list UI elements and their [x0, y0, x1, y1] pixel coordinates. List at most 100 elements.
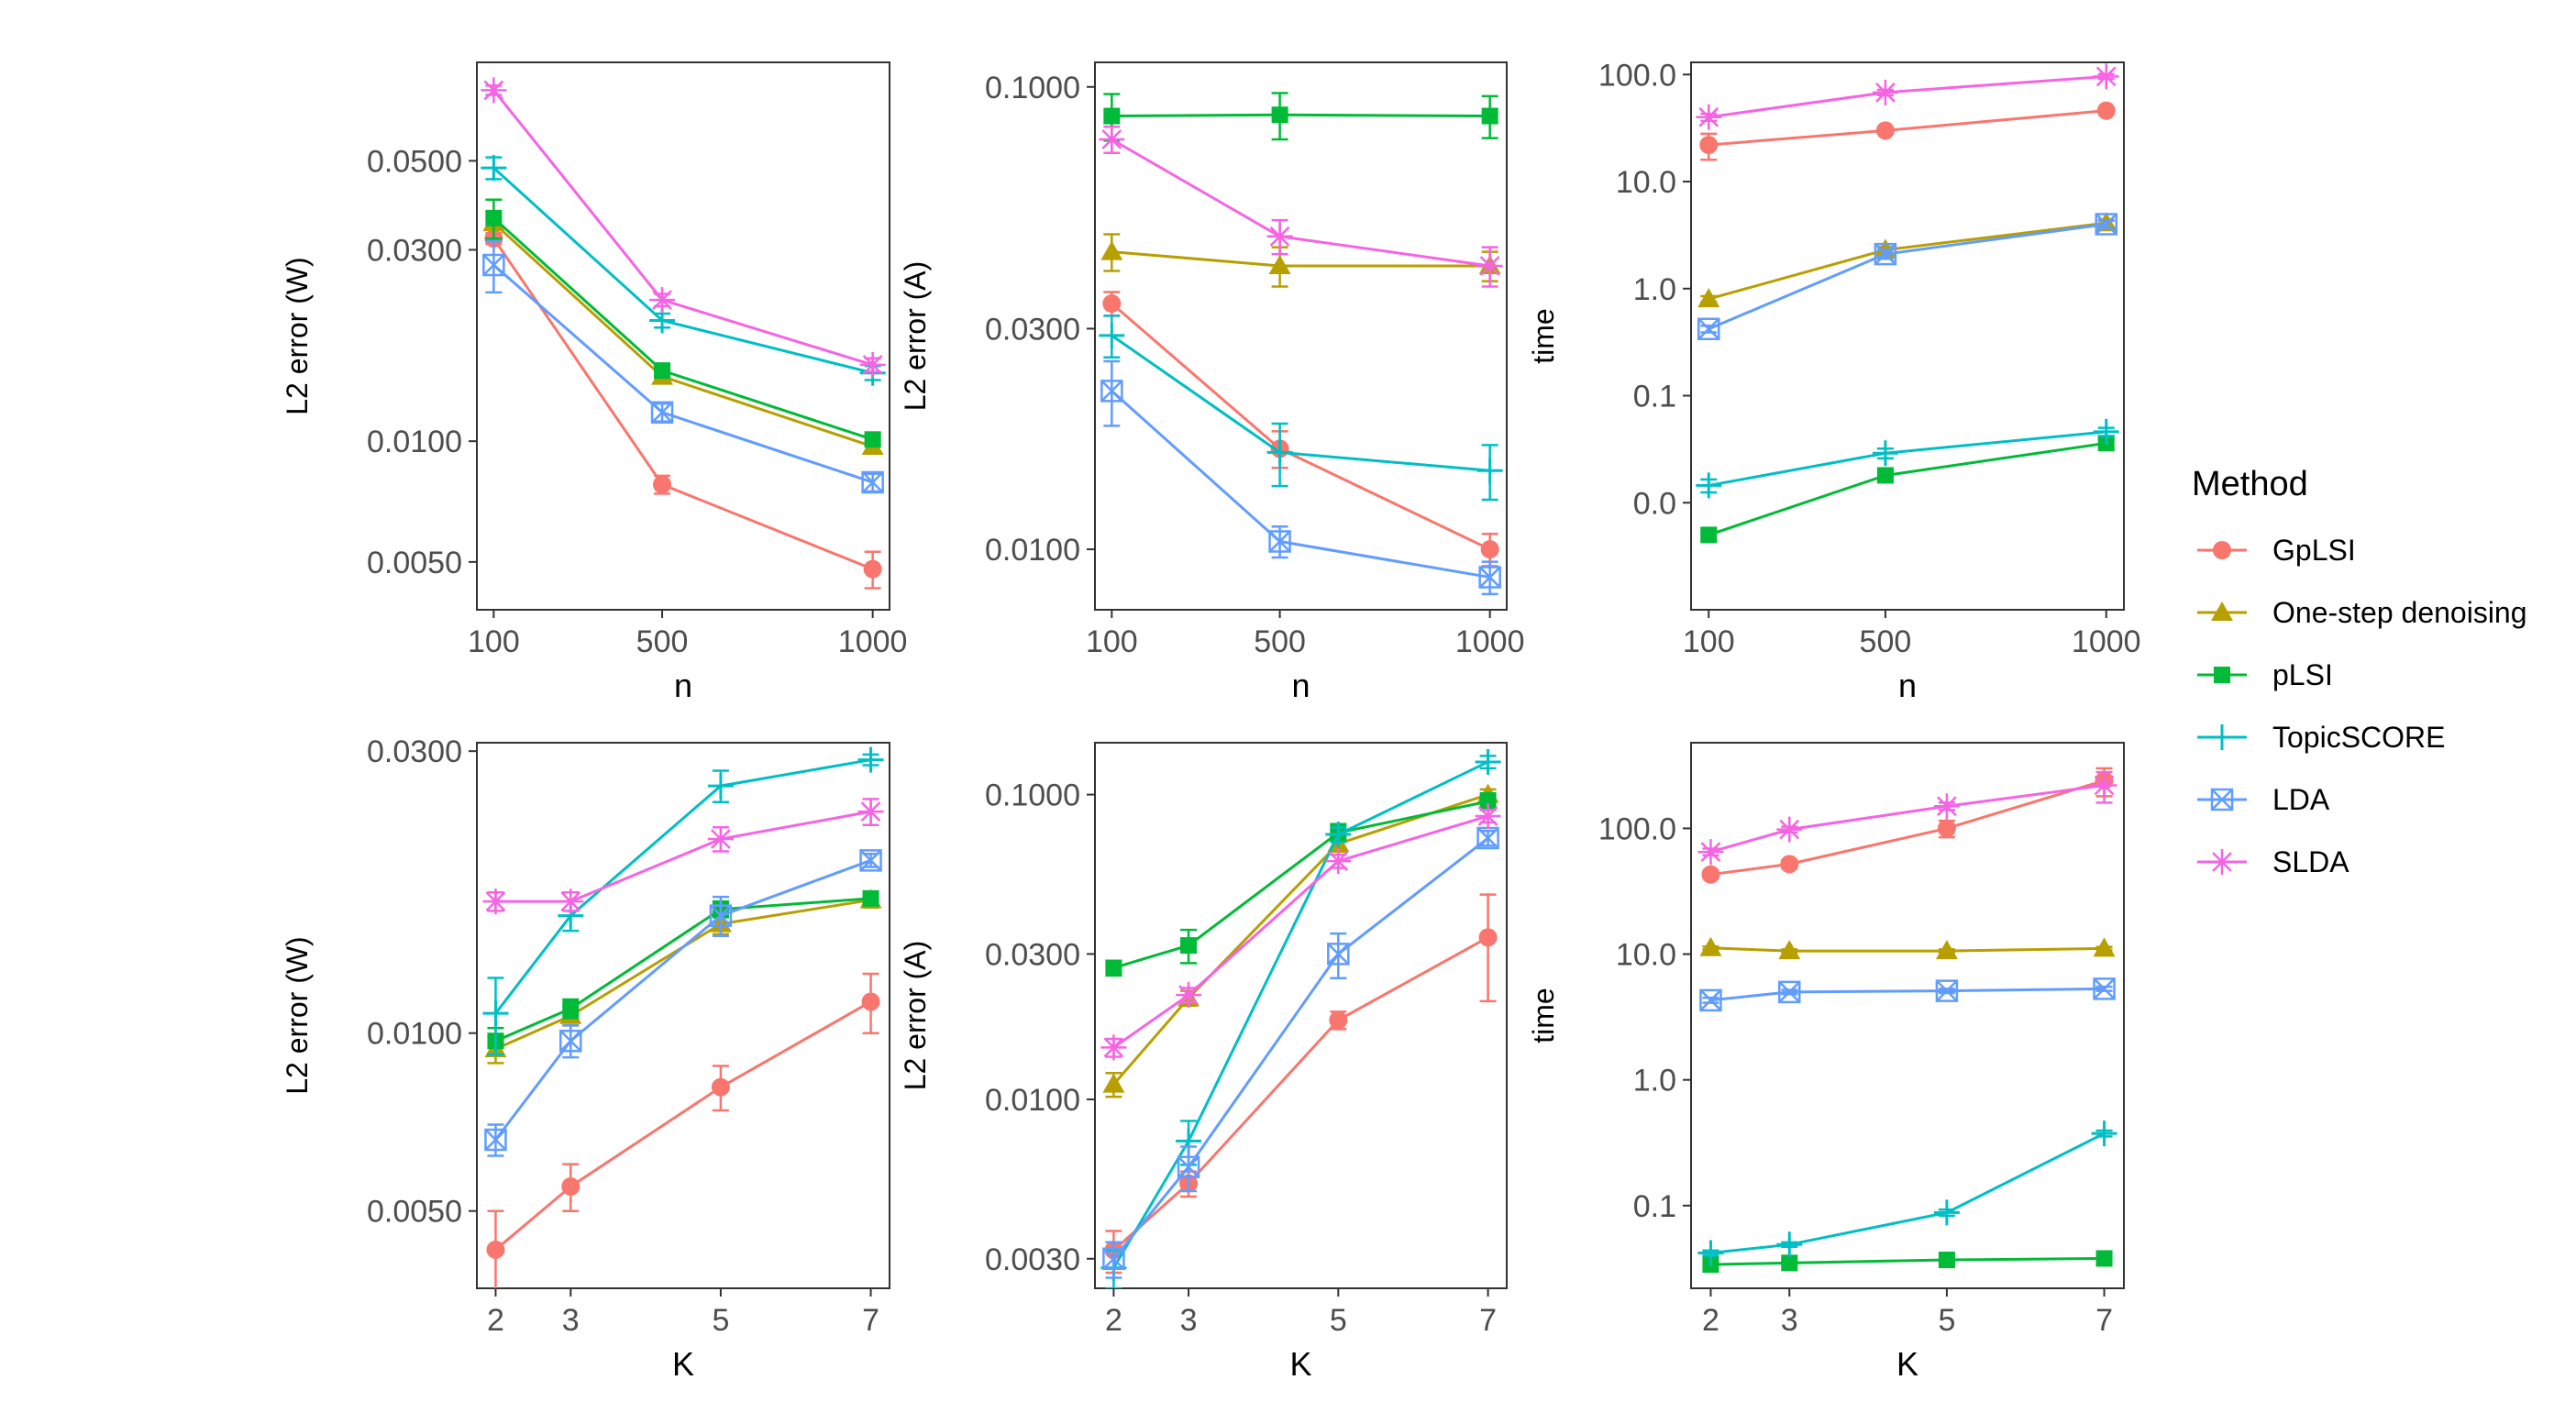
panel-top-left-point-slda — [481, 77, 507, 104]
panel-bottom-center-point-plsi — [1479, 792, 1497, 810]
panel-bottom-left: 0.0050 0.0100 0.0300 2 3 5 7 K L2 error (W) — [281, 734, 890, 1383]
panel-top-left-point-plsi — [654, 362, 671, 380]
panel-top-left-ytick-label: 0.0500 — [367, 144, 462, 179]
legend-item-plsi: pLSI — [2197, 658, 2333, 691]
panel-bottom-center-point-lda — [1102, 1247, 1125, 1271]
legend-item-one-step-denoising: One-step denoising — [2197, 596, 2527, 629]
panel-top-left-ytick-label: 0.0300 — [367, 233, 462, 268]
panel-bottom-right-xtick-label: 7 — [2095, 1303, 2113, 1338]
legend: Method GpLSI One-step denoising pLSI TopicS… — [2192, 465, 2527, 878]
panel-bottom-center-line-topicscore — [1112, 760, 1489, 1269]
panel-bottom-left-line-one-step-denoising — [494, 898, 871, 1051]
panel-bottom-center-xtick-label: 5 — [1330, 1303, 1347, 1338]
panel-bottom-right-point-lda — [1778, 980, 1801, 1004]
panel-bottom-left-plot-area — [482, 746, 884, 1288]
panel-bottom-left-point-gplsi — [861, 992, 880, 1011]
panel-bottom-center-plot-area — [1100, 748, 1501, 1288]
panel-top-left-point-plsi — [485, 209, 503, 226]
panel-bottom-center-ytick-label: 0.0100 — [985, 1083, 1080, 1118]
panel-bottom-left-line-slda — [495, 810, 871, 903]
panel-bottom-left-ylabel: L2 error (W) — [281, 936, 314, 1094]
panel-bottom-right-ytick-label: 10.0 — [1616, 938, 1676, 973]
panel-bottom-center-point-gplsi — [1478, 928, 1498, 947]
panel-top-right-series-slda — [1696, 63, 2119, 130]
panel-bottom-center-point-plsi — [1105, 959, 1122, 977]
panel-bottom-left-point-topicscore — [707, 773, 734, 800]
panel-top-right-xtick-label: 1000 — [2072, 624, 2141, 659]
panel-bottom-left-series-slda — [482, 798, 884, 915]
panel-bottom-right-point-topicscore — [1933, 1199, 1960, 1226]
panel-top-center-point-topicscore — [1099, 322, 1125, 348]
panel-bottom-right-point-one-step-denoising — [1935, 940, 1958, 960]
panel-top-right-xtick-label: 500 — [1860, 624, 1912, 659]
panel-bottom-right-point-gplsi — [1780, 855, 1799, 874]
panel-bottom-left-point-lda — [484, 1128, 507, 1152]
panel-bottom-left-series-lda — [484, 849, 882, 1157]
legend-item-lda: LDA — [2197, 783, 2330, 816]
panel-bottom-right-point-lda — [1699, 988, 1722, 1012]
panel-top-right-point-gplsi — [1699, 136, 1719, 155]
panel-bottom-center-line-slda — [1112, 814, 1489, 1049]
panel-top-right-ylabel: time — [1527, 308, 1560, 363]
panel-bottom-center-ytick-label: 0.0030 — [985, 1242, 1080, 1277]
panel-bottom-center: 0.0030 0.0100 0.0300 0.1000 2 3 5 7 K L2 error (A… — [899, 742, 1508, 1383]
legend-item-gplsi: GpLSI — [2197, 534, 2356, 567]
panel-bottom-center-series-slda — [1100, 803, 1501, 1061]
panel-bottom-right-point-topicscore — [2091, 1120, 2117, 1147]
panel-top-left-point-lda — [650, 401, 674, 424]
panel-bottom-right-xlabel: K — [1896, 1345, 1918, 1383]
panel-top-center-plot-area — [1099, 92, 1503, 596]
panel-top-right-xlabel: n — [1898, 667, 1917, 704]
panel-bottom-right-ytick-label: 1.0 — [1633, 1064, 1676, 1098]
legend-key-circle-icon — [2213, 541, 2231, 559]
panel-bottom-center-line-lda — [1112, 836, 1489, 1260]
panel-top-right-series-topicscore — [1696, 418, 2119, 499]
panel-top-left-series-slda — [481, 77, 886, 378]
panel-top-center-series-slda — [1099, 125, 1503, 288]
panel-top-right-series-plsi — [1700, 435, 2115, 544]
panel-bottom-left-frame — [476, 742, 890, 1289]
panel-top-center-xlabel: n — [1291, 667, 1310, 704]
panel-bottom-left-point-lda — [709, 904, 733, 927]
panel-top-right-series-lda — [1697, 213, 2117, 341]
panel-bottom-right-line-topicscore — [1710, 1131, 2106, 1254]
panel-bottom-center-line-gplsi — [1112, 936, 1489, 1252]
panel-bottom-left-point-topicscore — [857, 746, 884, 773]
panel-top-center-point-lda — [1268, 530, 1291, 553]
panel-top-left-xtick-label: 1000 — [838, 624, 908, 659]
panel-bottom-left-point-slda — [482, 889, 509, 915]
panel-bottom-left-series-gplsi — [486, 972, 880, 1288]
panel-bottom-right-point-gplsi — [1701, 865, 1720, 884]
panel-bottom-left-point-plsi — [862, 889, 879, 907]
panel-bottom-center-point-gplsi — [1329, 1010, 1348, 1030]
panel-bottom-center-series-gplsi — [1104, 893, 1498, 1275]
panel-top-left-xtick-label: 500 — [636, 624, 689, 659]
legend-title: Method — [2192, 465, 2308, 503]
panel-top-right-point-topicscore — [1696, 472, 1722, 499]
panel-bottom-right-point-lda — [1935, 979, 1959, 1002]
panel-bottom-center-point-lda — [1177, 1155, 1200, 1178]
legend-key-triangle-icon — [2211, 602, 2233, 621]
panel-top-right-point-slda — [1872, 79, 1898, 105]
panel-bottom-right-xtick-label: 2 — [1702, 1303, 1719, 1338]
legend-item-slda: SLDA — [2197, 845, 2349, 878]
panel-bottom-center-xlabel: K — [1289, 1345, 1311, 1383]
panel-top-center-line-plsi — [1111, 113, 1490, 118]
panel-bottom-right-ytick-label: 100.0 — [1598, 811, 1676, 846]
panel-bottom-left-xtick-label: 2 — [487, 1303, 504, 1338]
panel-bottom-center-series-lda — [1102, 826, 1499, 1279]
panel-bottom-right-point-plsi — [1781, 1254, 1798, 1272]
panel-bottom-center-point-slda — [1176, 982, 1202, 1009]
panel-bottom-right-line-gplsi — [1710, 778, 2105, 877]
panel-top-center-point-slda — [1266, 223, 1293, 249]
panel-bottom-right-point-slda — [1933, 793, 1960, 820]
panel-top-left-point-lda — [861, 470, 884, 494]
panel-bottom-left-point-gplsi — [711, 1077, 730, 1097]
panel-top-center-point-one-step-denoising — [1100, 240, 1123, 260]
panel-top-right-point-topicscore — [2093, 418, 2119, 445]
panel-bottom-center-xtick-label: 7 — [1479, 1303, 1497, 1338]
panel-bottom-left-point-lda — [859, 849, 882, 872]
panel-top-right-point-plsi — [1876, 467, 1894, 484]
panel-bottom-right-point-slda — [1776, 816, 1803, 843]
